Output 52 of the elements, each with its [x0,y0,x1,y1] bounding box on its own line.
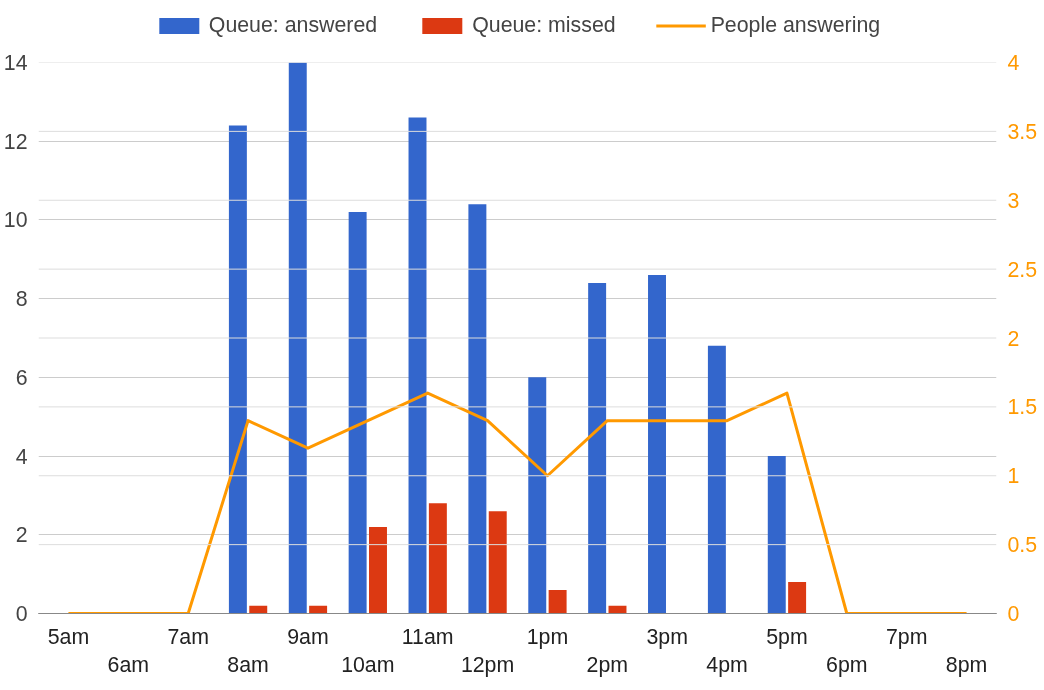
x-tick-label: 12pm [460,653,515,678]
x-tick-label: 3pm [646,624,688,649]
x-tick-label: 6am [107,653,150,678]
bar [588,282,607,614]
y-tick-label: 8 [15,287,28,312]
y2-tick-label: 3.5 [1007,119,1038,144]
bar [228,125,247,614]
y-tick-label: 12 [3,129,28,154]
x-tick-label: 6pm [826,653,868,678]
bar [767,456,786,614]
y-tick-label: 14 [3,51,28,75]
bar [288,62,307,614]
bar [648,275,666,614]
y-tick-label: 2 [15,523,28,548]
y2-tick-label: 1 [1007,464,1020,489]
x-tick-label: 5pm [766,624,808,649]
x-tick-label: 5am [47,624,90,649]
x-tick-label: 9am [287,624,329,649]
y2-tick-label: 1.5 [1007,395,1038,420]
bar [788,582,807,614]
x-tick-label: 2pm [586,653,629,678]
y2-tick-label: 3 [1007,188,1020,213]
bar [369,526,387,614]
x-tick-label: 4pm [706,653,748,678]
y-tick-label: 6 [15,365,28,390]
x-tick-label: 8pm [945,653,988,678]
bar [348,212,367,614]
x-tick-label: 10am [341,653,395,678]
x-tick-label: 7pm [885,624,928,649]
bar [468,204,487,614]
legend-label: People answering [710,12,881,38]
bar [528,377,547,614]
line-series [66,391,969,614]
bar [428,503,447,614]
y2-tick-label: 0 [1007,602,1020,626]
y-tick-label: 4 [15,444,28,469]
legend-label: Queue: answered [208,12,378,38]
x-tick-label: 7am [167,624,209,649]
legend-label: Queue: missed [472,12,616,38]
y2-tick-label: 4 [1007,51,1020,75]
x-tick-label: 8am [227,653,269,678]
bar [548,589,567,614]
y2-tick-label: 0.5 [1007,533,1038,558]
y-tick-label: 0 [15,602,28,626]
x-tick-label: 11am [401,624,454,649]
y2-tick-label: 2.5 [1007,257,1038,282]
y2-tick-label: 2 [1007,326,1020,351]
bar [707,345,726,614]
bar [408,117,427,614]
y-tick-label: 10 [3,208,28,233]
x-tick-label: 1pm [526,624,569,649]
bar [488,511,507,614]
